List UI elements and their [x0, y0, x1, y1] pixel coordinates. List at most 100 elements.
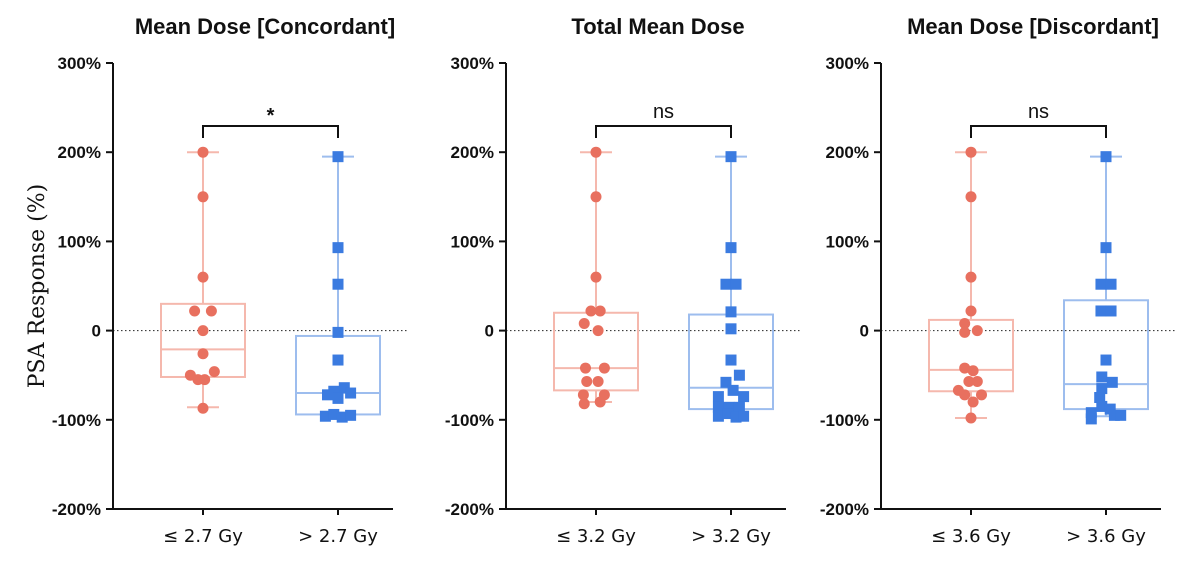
y-tick-label: -200%	[820, 500, 869, 519]
data-point	[319, 410, 331, 422]
data-point	[578, 317, 590, 329]
data-point	[345, 387, 357, 399]
data-point	[723, 401, 735, 413]
data-point	[730, 278, 742, 290]
data-point	[1096, 400, 1108, 412]
x-category-label: ≤ 2.7 Gy	[163, 526, 243, 547]
data-point	[712, 391, 724, 403]
data-point	[1105, 305, 1117, 317]
data-point	[725, 151, 737, 163]
data-point	[332, 354, 344, 366]
significance-bracket	[595, 125, 732, 138]
panel-title: Mean Dose [Discordant]	[907, 14, 1159, 39]
data-point	[189, 305, 201, 317]
data-point	[594, 396, 606, 408]
panel-title: Mean Dose [Concordant]	[135, 14, 395, 39]
data-point	[738, 410, 750, 422]
data-point	[590, 271, 602, 283]
y-tick-label: 200%	[451, 143, 494, 162]
data-point	[1100, 151, 1112, 163]
data-point	[328, 385, 340, 397]
y-tick-label: 300%	[451, 54, 494, 73]
x-category-label: > 2.7 Gy	[298, 526, 378, 547]
data-point	[197, 348, 209, 360]
data-point	[959, 326, 971, 338]
significance-label: *	[267, 105, 275, 127]
x-category-label: ≤ 3.6 Gy	[931, 526, 1011, 547]
iqr-box	[160, 302, 246, 378]
data-point	[1108, 409, 1120, 421]
y-tick-label: 0	[92, 322, 101, 341]
data-point	[590, 146, 602, 158]
data-point	[1096, 383, 1108, 395]
y-tick-label: -100%	[820, 411, 869, 430]
data-point	[1085, 413, 1097, 425]
data-point	[959, 389, 971, 401]
data-point	[965, 146, 977, 158]
x-category-label: > 3.2 Gy	[691, 526, 771, 547]
data-point	[345, 409, 357, 421]
data-point	[720, 376, 732, 388]
data-point	[332, 392, 344, 404]
data-point	[720, 278, 732, 290]
data-point	[1115, 409, 1127, 421]
data-point	[592, 325, 604, 337]
data-point	[730, 411, 742, 423]
data-point	[1096, 371, 1108, 383]
data-point	[332, 326, 344, 338]
significance-label: ns	[653, 101, 674, 123]
data-point	[965, 191, 977, 203]
significance-label: ns	[1028, 101, 1049, 123]
data-point	[725, 354, 737, 366]
significance-bracket	[970, 125, 1107, 138]
data-point	[967, 365, 979, 377]
iqr-box	[928, 318, 1014, 393]
y-axis-label: PSA Response (%)	[25, 184, 50, 389]
data-point	[963, 375, 975, 387]
data-point	[577, 389, 589, 401]
data-point	[197, 402, 209, 414]
y-tick-label: -100%	[445, 411, 494, 430]
y-tick-label: 300%	[826, 54, 869, 73]
y-tick-label: 300%	[58, 54, 101, 73]
y-tick-label: 100%	[826, 232, 869, 251]
data-point	[1085, 407, 1097, 419]
data-point	[322, 389, 333, 401]
data-point	[1100, 242, 1112, 254]
data-point	[1095, 278, 1107, 290]
data-point	[967, 396, 979, 408]
y-tick-label: -200%	[52, 500, 101, 519]
data-point	[328, 408, 340, 420]
data-point	[197, 325, 209, 337]
data-point	[733, 401, 745, 413]
data-point	[971, 375, 983, 387]
data-point	[738, 391, 750, 403]
data-point	[197, 146, 209, 158]
y-tick-label: 0	[485, 322, 494, 341]
y-tick-label: 100%	[58, 232, 101, 251]
data-point	[725, 323, 737, 335]
panel-concordant: Mean Dose [Concordant] 300% 200% 100% 0 -100%…	[52, 14, 409, 547]
data-point	[594, 305, 606, 317]
data-point	[332, 278, 344, 290]
data-point	[965, 412, 977, 424]
data-point	[725, 242, 737, 254]
panel-total: Total Mean Dose 300% 200% 100% 0 -100% -200% ns…	[445, 14, 802, 547]
panel-discordant: Mean Dose [Discordant] 300% 200% 100% 0 -100%…	[820, 14, 1177, 547]
significance-bracket	[202, 125, 339, 138]
data-point	[722, 408, 734, 420]
y-tick-label: -200%	[445, 500, 494, 519]
data-point	[1104, 403, 1116, 415]
data-point	[959, 362, 971, 374]
data-point	[336, 411, 348, 423]
data-point	[1105, 278, 1117, 290]
y-tick-label: 0	[860, 322, 869, 341]
data-point	[712, 410, 724, 422]
data-point	[585, 305, 597, 317]
data-point	[197, 271, 209, 283]
data-point	[965, 305, 977, 317]
y-tick-label: 100%	[451, 232, 494, 251]
x-category-label: > 3.6 Gy	[1066, 526, 1146, 547]
data-point	[197, 191, 209, 203]
y-tick-label: -100%	[52, 411, 101, 430]
